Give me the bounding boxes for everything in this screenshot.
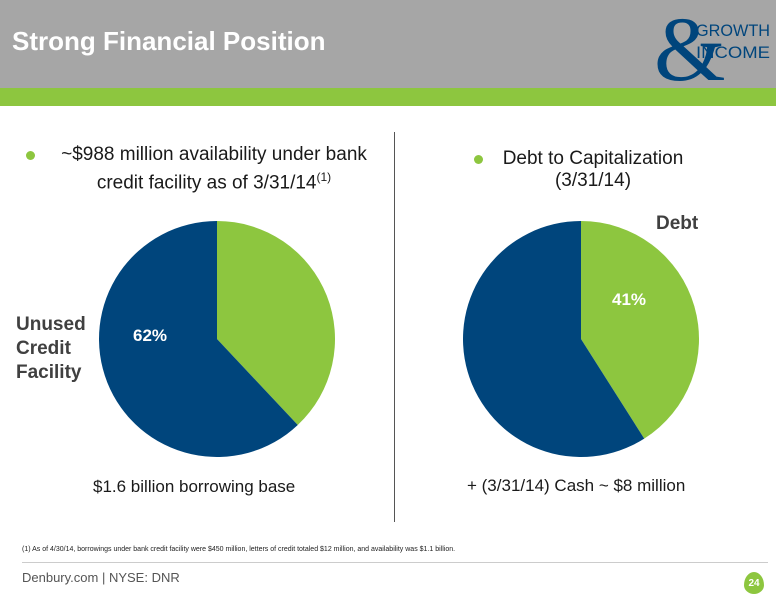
header-accent-stripe (0, 88, 776, 106)
side-label-line2: Credit (16, 338, 71, 359)
footnote-marker: (1) (316, 170, 332, 184)
left-caption: $1.6 billion borrowing base (93, 477, 296, 496)
left-bullet-line1: ~$988 million availability under bank (61, 144, 367, 165)
pie-slice (581, 221, 699, 439)
panel-divider (394, 132, 395, 522)
unused-credit-facility-label: Unused Credit Facility (16, 313, 86, 385)
right-bullet-line2: (3/31/14) (554, 170, 632, 191)
credit-facility-pie-chart (99, 221, 335, 457)
debt-to-capitalization-pie-chart (463, 221, 699, 457)
side-label-line3: Facility (16, 362, 82, 383)
right-bullet-text: Debt to Capitalization (3/31/14) (493, 148, 693, 192)
header-bar (0, 0, 776, 88)
pie-label-debt: 41% (612, 290, 647, 309)
pie-slice (463, 221, 645, 457)
logo-income-text: INCOME (696, 43, 770, 62)
footnote: (1) As of 4/30/14, borrowings under bank… (22, 546, 456, 553)
bullet-dot-icon (474, 155, 483, 164)
debt-label: Debt (656, 213, 699, 234)
logo-growth-text: GROWTH (696, 21, 770, 40)
page-title: Strong Financial Position (12, 26, 326, 56)
page-number: 24 (748, 577, 760, 589)
page-number-badge: 24 (744, 572, 764, 594)
left-bullet-line2: credit facility as of 3/31/14 (96, 172, 317, 194)
right-bullet-line1: Debt to Capitalization (502, 148, 684, 169)
left-bullet: ~$988 million availability under bank cr… (26, 144, 377, 194)
right-caption: + (3/31/14) Cash ~ $8 million (467, 476, 686, 495)
growth-income-logo: & GROWTH INCOME (654, 2, 770, 88)
logo-ampersand: & (654, 2, 726, 88)
right-bullet: Debt to Capitalization (3/31/14) (474, 148, 693, 192)
side-label-line1: Unused (16, 314, 86, 335)
left-bullet-text: ~$988 million availability under bank cr… (51, 144, 377, 194)
bullet-dot-icon (26, 151, 35, 160)
pie-slice (99, 221, 298, 457)
footer-site-text: Denbury.com | NYSE: DNR (22, 570, 180, 585)
pie-label-unused: 62% (133, 326, 168, 345)
pie-slice (217, 221, 335, 426)
footer-divider (22, 562, 768, 563)
